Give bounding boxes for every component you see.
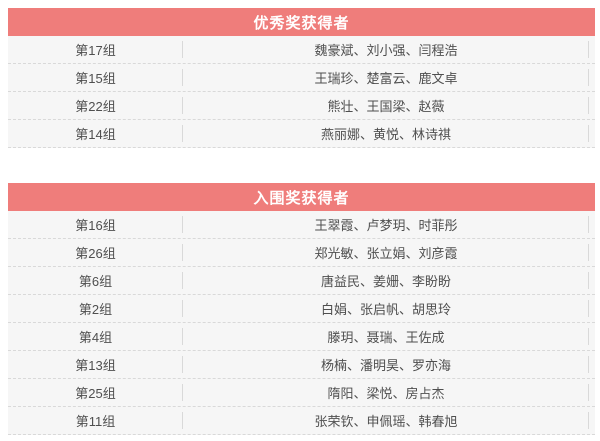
table-row: 第4组 滕玥、聂瑞、王佐成	[8, 323, 595, 351]
table-row: 第13组 杨楠、潘明昊、罗亦海	[8, 351, 595, 379]
table-row: 第14组 燕丽娜、黄悦、林诗祺	[8, 120, 595, 148]
members-cell: 杨楠、潘明昊、罗亦海	[183, 351, 589, 378]
table-row: 第11组 张荣钦、申佩瑶、韩春旭	[8, 407, 595, 435]
members-cell: 燕丽娜、黄悦、林诗祺	[183, 120, 589, 147]
group-cell: 第15组	[8, 64, 183, 91]
group-cell: 第22组	[8, 92, 183, 119]
group-cell: 第17组	[8, 36, 183, 63]
members-cell: 张荣钦、申佩瑶、韩春旭	[183, 407, 589, 434]
group-cell: 第13组	[8, 351, 183, 378]
group-cell: 第11组	[8, 407, 183, 434]
table-row: 第16组 王翠霞、卢梦玥、时菲彤	[8, 211, 595, 239]
members-cell: 熊壮、王国梁、赵薇	[183, 92, 589, 119]
group-cell: 第4组	[8, 323, 183, 350]
members-cell: 隋阳、梁悦、房占杰	[183, 379, 589, 406]
members-cell: 唐益民、姜姗、李盼盼	[183, 267, 589, 294]
group-cell: 第2组	[8, 295, 183, 322]
table-row: 第26组 郑光敏、张立娟、刘彦霞	[8, 239, 595, 267]
excellence-award-table: 优秀奖获得者 第17组 魏豪斌、刘小强、闫程浩 第15组 王瑞珍、楚富云、鹿文卓…	[8, 8, 595, 148]
members-cell: 郑光敏、张立娟、刘彦霞	[183, 239, 589, 266]
group-cell: 第26组	[8, 239, 183, 266]
table-row: 第17组 魏豪斌、刘小强、闫程浩	[8, 36, 595, 64]
group-cell: 第6组	[8, 267, 183, 294]
group-cell: 第16组	[8, 211, 183, 238]
group-cell: 第25组	[8, 379, 183, 406]
table-row: 第6组 唐益民、姜姗、李盼盼	[8, 267, 595, 295]
excellence-award-title: 优秀奖获得者	[8, 8, 595, 36]
members-cell: 王瑞珍、楚富云、鹿文卓	[183, 64, 589, 91]
members-cell: 白娟、张启帆、胡思玲	[183, 295, 589, 322]
table-row: 第25组 隋阳、梁悦、房占杰	[8, 379, 595, 407]
members-cell: 王翠霞、卢梦玥、时菲彤	[183, 211, 589, 238]
members-cell: 滕玥、聂瑞、王佐成	[183, 323, 589, 350]
table-row: 第22组 熊壮、王国梁、赵薇	[8, 92, 595, 120]
finalist-award-title: 入围奖获得者	[8, 183, 595, 211]
finalist-award-table: 入围奖获得者 第16组 王翠霞、卢梦玥、时菲彤 第26组 郑光敏、张立娟、刘彦霞…	[8, 183, 595, 435]
table-row: 第2组 白娟、张启帆、胡思玲	[8, 295, 595, 323]
members-cell: 魏豪斌、刘小强、闫程浩	[183, 36, 589, 63]
table-row: 第15组 王瑞珍、楚富云、鹿文卓	[8, 64, 595, 92]
group-cell: 第14组	[8, 120, 183, 147]
